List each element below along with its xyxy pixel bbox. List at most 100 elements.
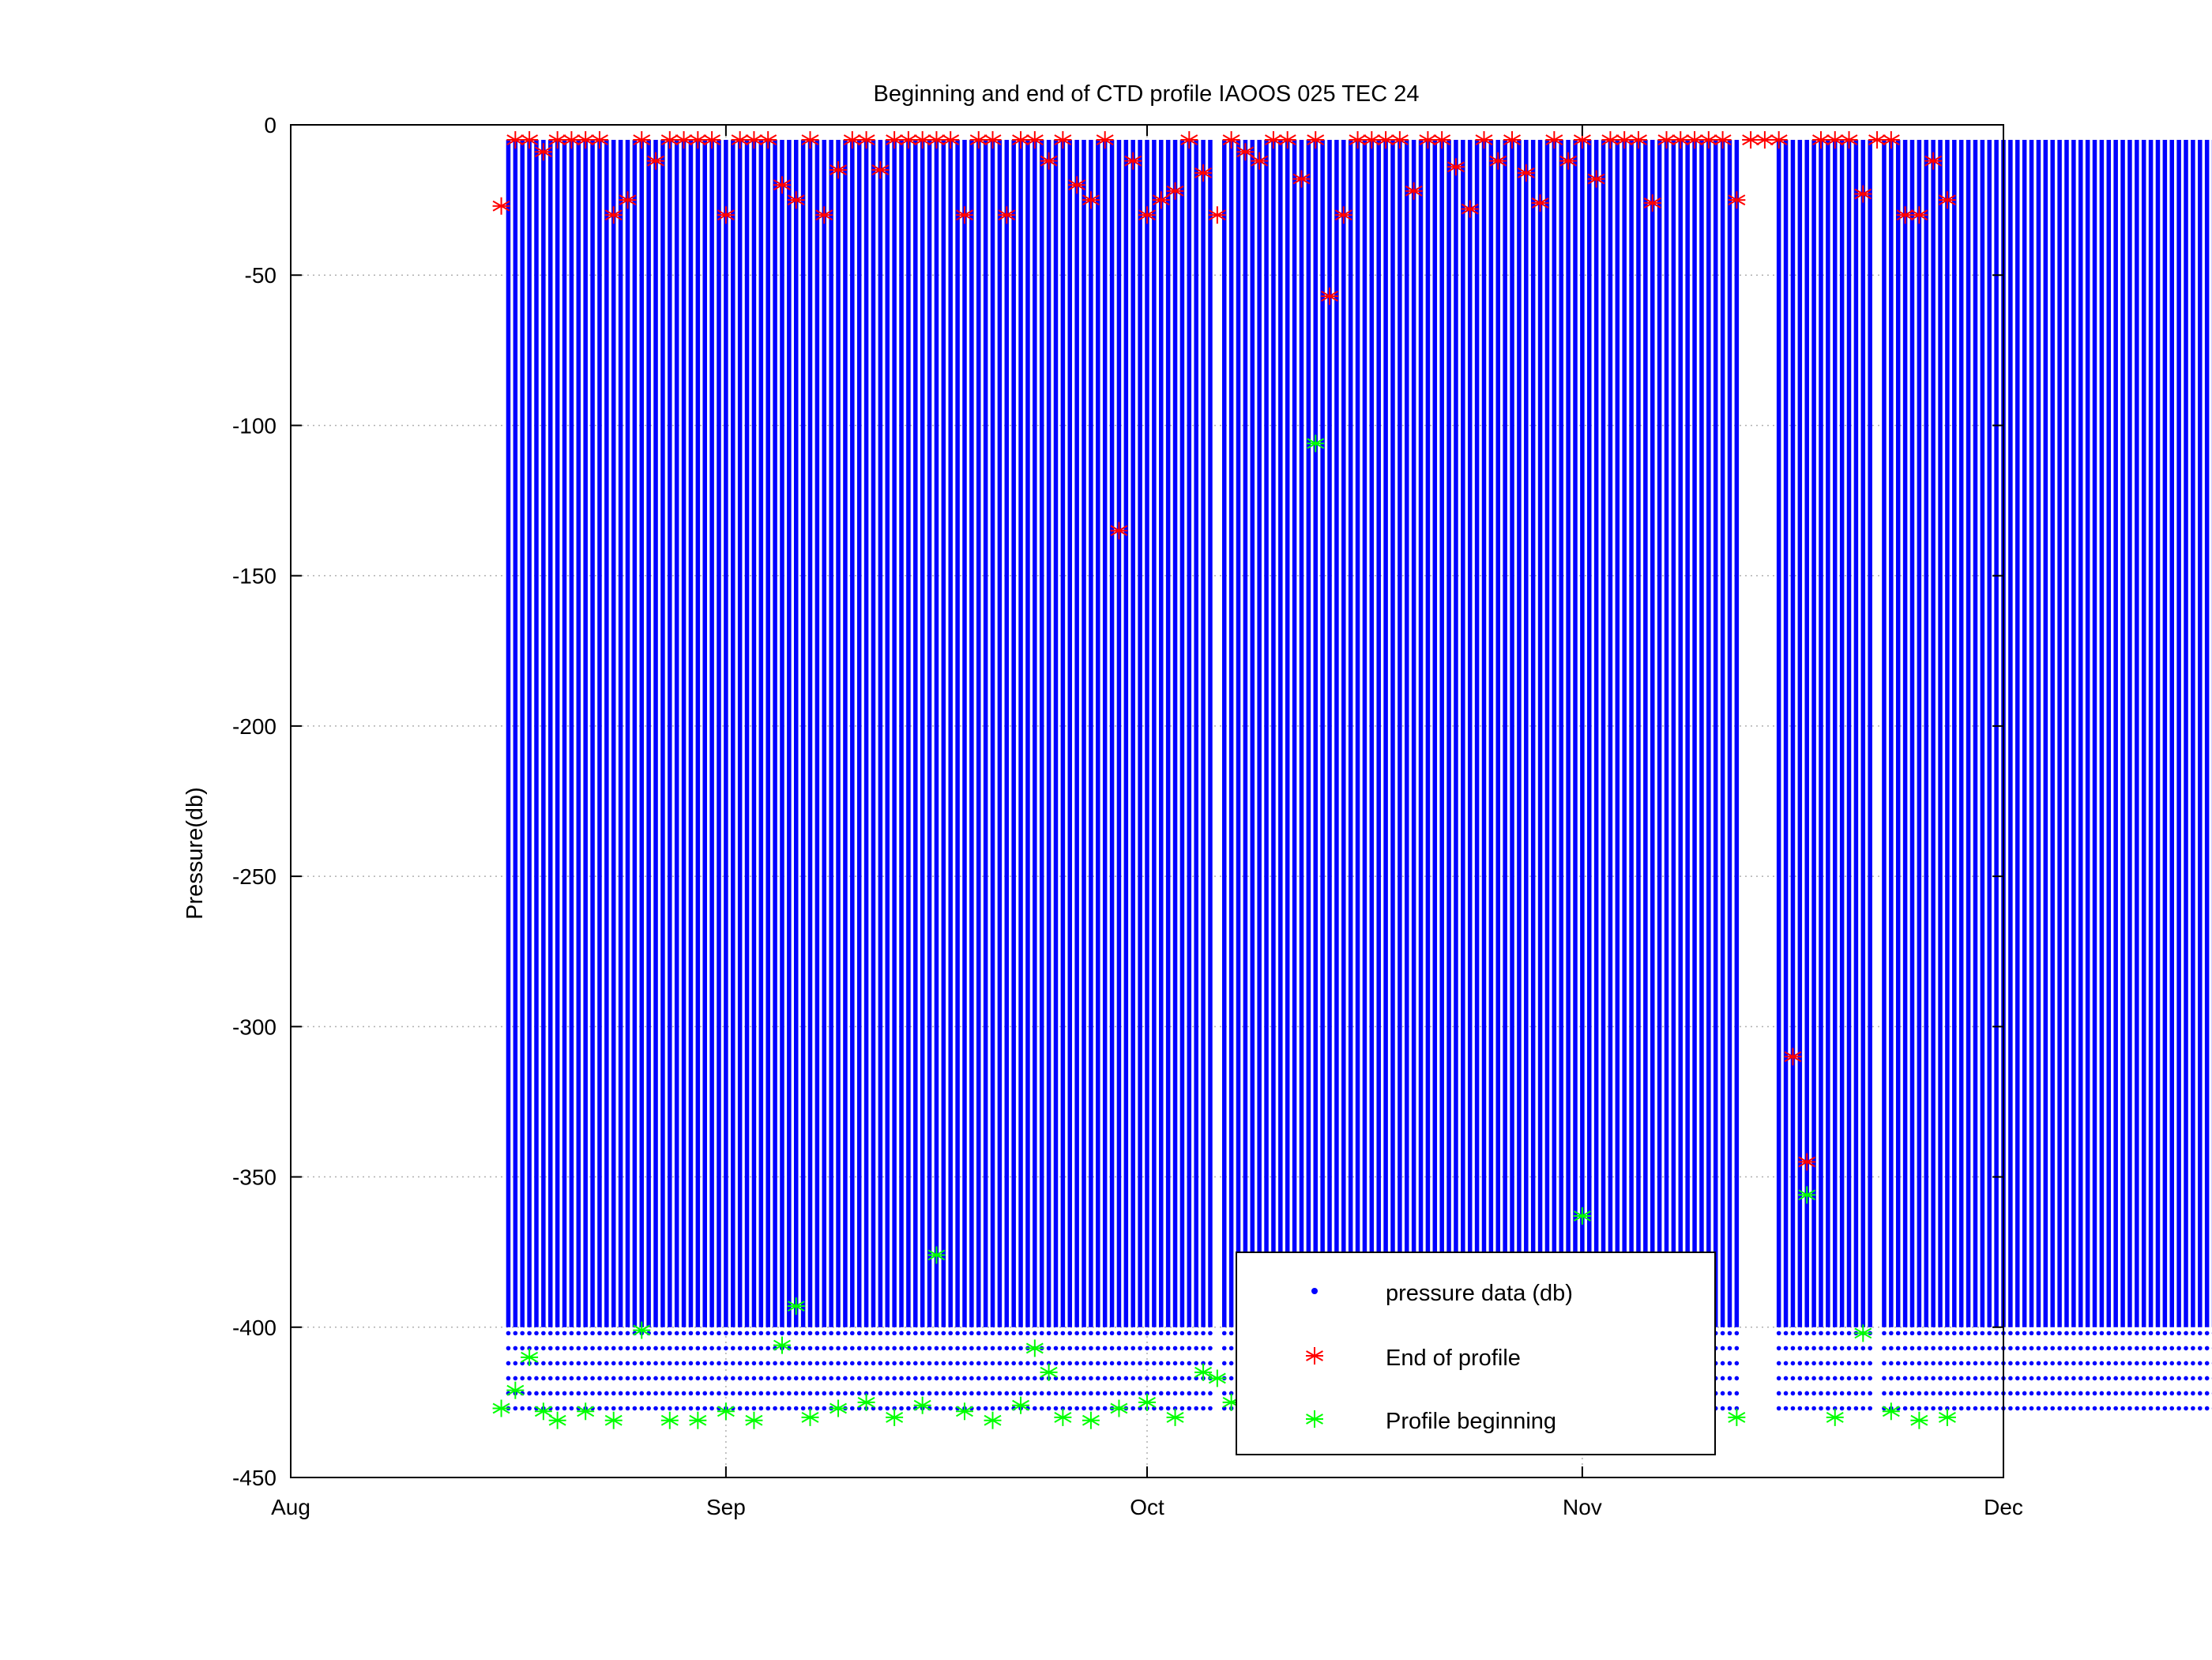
end-of-profile-marker <box>1728 191 1746 209</box>
pressure-point <box>906 1346 911 1351</box>
pressure-point <box>2085 1331 2090 1336</box>
pressure-point <box>541 1346 546 1351</box>
pressure-point <box>829 1331 833 1336</box>
pressure-point <box>730 1391 735 1396</box>
pressure-profile <box>2141 140 2146 1327</box>
pressure-point <box>681 1391 687 1396</box>
pressure-point <box>527 1391 532 1396</box>
pressure-profile <box>569 140 574 1327</box>
pressure-point <box>1720 1346 1725 1351</box>
pressure-point <box>1994 1346 1999 1351</box>
pressure-profile <box>850 140 855 1327</box>
pressure-point <box>2197 1346 2203 1351</box>
pressure-point <box>920 1346 925 1351</box>
pressure-point <box>1089 1376 1093 1381</box>
pressure-point <box>1994 1361 1999 1366</box>
pressure-point <box>1882 1391 1887 1396</box>
pressure-point <box>1727 1346 1732 1351</box>
pressure-point <box>2014 1361 2020 1366</box>
pressure-point <box>1945 1406 1950 1411</box>
end-of-profile-marker <box>955 206 973 224</box>
pressure-profile <box>547 140 553 1327</box>
pressure-profile <box>2176 140 2181 1327</box>
pressure-profile <box>843 140 848 1327</box>
pressure-point <box>1958 1346 1964 1351</box>
pressure-point <box>2135 1376 2139 1381</box>
end-of-profile-marker <box>1110 521 1128 540</box>
pressure-point <box>1819 1331 1823 1336</box>
pressure-point <box>1819 1376 1823 1381</box>
pressure-profile <box>1720 140 1725 1327</box>
pressure-point <box>871 1391 876 1396</box>
pressure-profile <box>1109 140 1115 1327</box>
pressure-point <box>2099 1406 2105 1411</box>
end-of-profile-marker <box>717 206 735 224</box>
pressure-point <box>1082 1391 1086 1396</box>
pressure-point <box>920 1331 925 1336</box>
pressure-point <box>843 1331 848 1336</box>
pressure-point <box>773 1391 777 1396</box>
pressure-point <box>2127 1361 2132 1366</box>
pressure-point <box>547 1331 553 1336</box>
pressure-point <box>506 1346 511 1351</box>
pressure-point <box>2029 1346 2034 1351</box>
pressure-point <box>527 1346 532 1351</box>
pressure-point <box>2050 1391 2055 1396</box>
pressure-point <box>674 1331 679 1336</box>
pressure-profile <box>1559 140 1563 1327</box>
pressure-point <box>863 1361 869 1366</box>
pressure-profile <box>674 140 679 1327</box>
pressure-point <box>527 1331 532 1336</box>
pressure-profile <box>1902 140 1908 1327</box>
pressure-point <box>2155 1361 2161 1366</box>
y-axis-label: Pressure(db) <box>182 787 208 920</box>
pressure-profile <box>758 140 764 1327</box>
pressure-point <box>646 1361 651 1366</box>
pressure-point <box>1194 1331 1198 1336</box>
end-of-profile-marker <box>801 131 819 149</box>
pressure-point <box>793 1331 799 1336</box>
pressure-point <box>646 1376 651 1381</box>
pressure-point <box>625 1406 630 1411</box>
pressure-profile <box>793 140 799 1327</box>
end-of-profile-marker <box>1208 206 1226 224</box>
pressure-point <box>1980 1376 1985 1381</box>
pressure-point <box>527 1406 532 1411</box>
pressure-point <box>863 1346 869 1351</box>
end-of-profile-marker <box>773 176 791 194</box>
pressure-point <box>688 1346 694 1351</box>
pressure-point <box>2106 1346 2112 1351</box>
pressure-profile <box>1025 140 1030 1327</box>
pressure-profile <box>1952 140 1957 1327</box>
pressure-point <box>997 1331 1003 1336</box>
pressure-point <box>1187 1331 1192 1336</box>
pressure-profile <box>1552 140 1557 1327</box>
pressure-point <box>1994 1331 1999 1336</box>
pressure-point <box>1053 1361 1059 1366</box>
pressure-point <box>807 1331 813 1336</box>
x-tick-label: Dec <box>1984 1495 2023 1519</box>
pressure-point <box>674 1361 679 1366</box>
x-tick-label: Nov <box>1563 1495 1602 1519</box>
pressure-point <box>878 1361 883 1366</box>
pressure-point <box>1060 1391 1066 1396</box>
pressure-profile <box>1797 140 1803 1327</box>
pressure-profile <box>863 140 869 1327</box>
pressure-point <box>1811 1361 1816 1366</box>
pressure-point <box>1945 1376 1950 1381</box>
pressure-point <box>1208 1391 1213 1396</box>
pressure-profile <box>1228 140 1234 1327</box>
pressure-point <box>2113 1346 2118 1351</box>
pressure-point <box>2036 1361 2041 1366</box>
pressure-point <box>871 1346 876 1351</box>
pressure-point <box>1067 1376 1073 1381</box>
pressure-point <box>814 1391 820 1396</box>
pressure-profile <box>913 140 918 1327</box>
pressure-point <box>1201 1406 1206 1411</box>
pressure-point <box>1102 1331 1108 1336</box>
pressure-point <box>1018 1346 1023 1351</box>
pressure-point <box>1839 1346 1845 1351</box>
pressure-point <box>1839 1406 1845 1411</box>
pressure-profile <box>1868 140 1872 1327</box>
pressure-point <box>1194 1361 1198 1366</box>
